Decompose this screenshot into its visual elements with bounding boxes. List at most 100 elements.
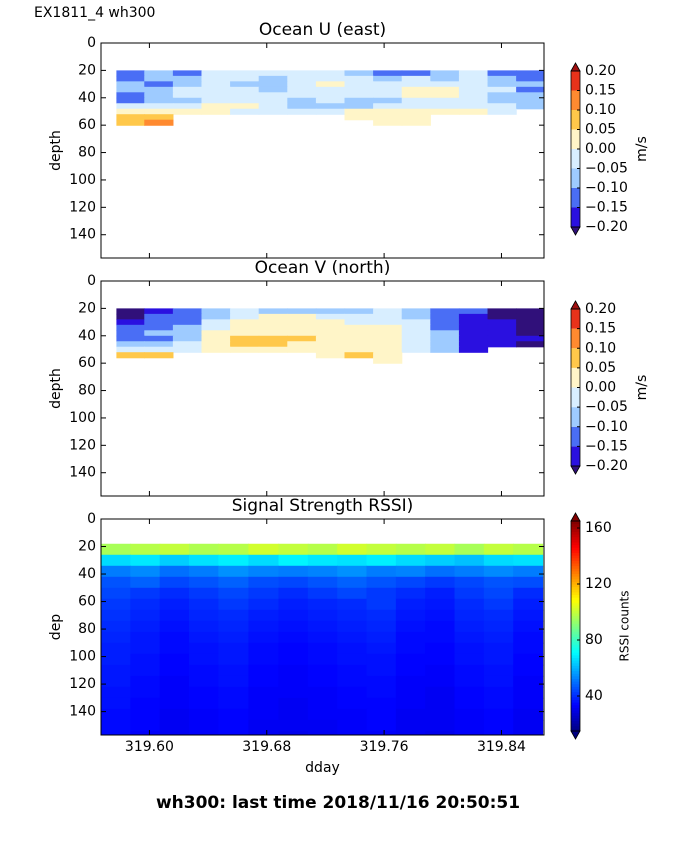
cell — [401, 86, 431, 93]
colorbar-slice — [571, 576, 580, 580]
cell — [366, 719, 397, 732]
colorbar-tick-label: 0.00 — [585, 380, 616, 396]
y-tick-label: 40 — [78, 90, 96, 106]
cell — [315, 81, 346, 88]
cell — [366, 708, 397, 721]
cell — [248, 554, 280, 567]
cell — [218, 719, 250, 732]
cell — [401, 81, 431, 88]
cell — [401, 341, 431, 348]
cell — [307, 730, 338, 735]
colorbar-slice — [571, 717, 580, 721]
colorbar-slice — [571, 542, 580, 546]
cell — [130, 697, 161, 710]
cell — [395, 620, 426, 633]
cell — [454, 653, 485, 666]
cell — [487, 92, 517, 99]
cell — [144, 352, 174, 359]
colorbar-frame — [570, 520, 581, 732]
colorbar-slice — [571, 652, 580, 656]
cell — [483, 609, 514, 622]
cell — [201, 346, 231, 353]
colorbar-tick-label: 0.20 — [585, 301, 616, 317]
cell — [159, 730, 190, 735]
cell — [144, 346, 174, 353]
cell — [395, 708, 426, 721]
cell — [395, 697, 426, 710]
colorbar-band — [571, 168, 580, 188]
cell — [172, 324, 203, 331]
cell — [116, 108, 145, 115]
cell — [454, 719, 485, 732]
cell — [516, 313, 544, 320]
cell — [287, 324, 317, 331]
cell — [130, 719, 161, 732]
cell — [172, 70, 203, 77]
cell — [307, 543, 338, 556]
cell — [373, 103, 403, 110]
plot-area — [116, 70, 544, 126]
cell — [401, 335, 431, 342]
cell — [337, 565, 368, 578]
cell — [307, 554, 338, 567]
colorbar-slice — [571, 620, 580, 624]
cell — [130, 565, 161, 578]
cell — [395, 576, 426, 589]
cell — [258, 341, 288, 348]
cell — [230, 70, 260, 77]
cell — [248, 576, 280, 589]
cell — [130, 609, 161, 622]
cell — [201, 86, 231, 93]
cell — [278, 576, 309, 589]
cell — [278, 609, 309, 622]
colorbar-slice — [571, 570, 580, 574]
cell — [487, 103, 517, 110]
cell — [373, 319, 403, 326]
colorbar-slice — [571, 581, 580, 585]
cell — [337, 686, 368, 699]
cell — [101, 554, 131, 567]
cell — [101, 642, 131, 655]
cell — [116, 114, 145, 121]
colorbar-slice — [571, 686, 580, 690]
cell — [201, 335, 231, 342]
colorbar-slice — [571, 584, 580, 588]
cell — [483, 631, 514, 644]
cell — [287, 97, 317, 104]
cell — [483, 554, 514, 567]
cell — [130, 576, 161, 589]
cell — [278, 686, 309, 699]
cell — [248, 620, 280, 633]
cell — [230, 92, 260, 99]
colorbar-band — [571, 149, 580, 169]
cell — [513, 697, 544, 710]
colorbar-band — [571, 367, 580, 388]
cell — [516, 75, 544, 82]
cell — [258, 324, 288, 331]
cell — [513, 543, 544, 556]
y-tick-label: 60 — [78, 594, 96, 610]
cell — [218, 543, 250, 556]
cell — [144, 108, 174, 115]
colorbar-band — [571, 348, 580, 368]
cell — [189, 697, 219, 710]
colorbar-band — [571, 407, 580, 427]
cell — [172, 103, 203, 110]
cell — [483, 653, 514, 666]
cell — [159, 708, 190, 721]
cell — [344, 81, 374, 88]
cell — [454, 543, 485, 556]
cell — [218, 620, 250, 633]
cell — [287, 70, 317, 77]
cell — [395, 543, 426, 556]
colorbar-slice — [571, 623, 580, 627]
cell — [230, 75, 260, 82]
cell — [366, 697, 397, 710]
x-axis-label: dday — [305, 760, 340, 776]
cell — [101, 620, 131, 633]
cell — [307, 576, 338, 589]
colorbar: 40 80 120 160 RSSI counts — [570, 512, 632, 740]
cell — [159, 543, 190, 556]
cell — [315, 97, 346, 104]
cell — [189, 686, 219, 699]
